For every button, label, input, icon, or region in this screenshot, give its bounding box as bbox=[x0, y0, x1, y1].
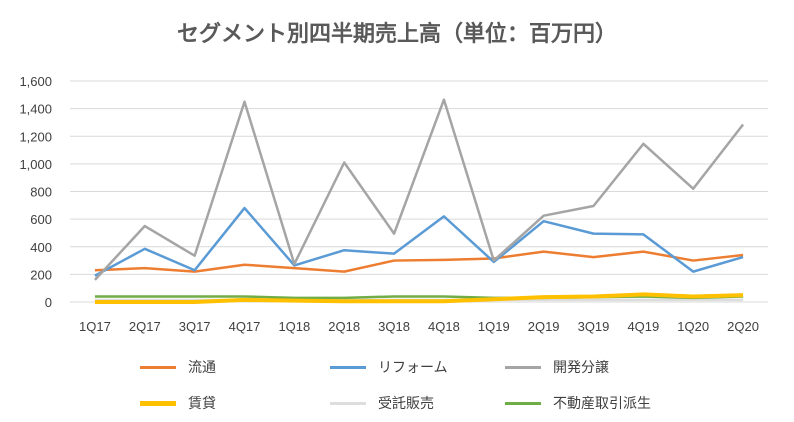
x-tick-label: 4Q18 bbox=[428, 319, 460, 334]
legend-item: 受託販売 bbox=[330, 393, 434, 413]
y-tick-label: 1,200 bbox=[19, 129, 52, 144]
series-line-3 bbox=[94, 292, 744, 304]
legend-label: 不動産取引派生 bbox=[553, 396, 651, 412]
legend-label: 受託販売 bbox=[378, 396, 434, 412]
x-tick-label: 2Q18 bbox=[328, 319, 360, 334]
x-tick-label: 1Q18 bbox=[278, 319, 310, 334]
x-tick-label: 2Q19 bbox=[528, 319, 560, 334]
chart-title: セグメント別四半期売上高（単位：百万円） bbox=[176, 22, 617, 47]
series-line-5 bbox=[94, 295, 744, 300]
y-tick-label: 1,600 bbox=[19, 74, 52, 89]
legend-label: 開発分譲 bbox=[553, 360, 609, 376]
legend-swatch bbox=[140, 400, 176, 406]
x-tick-label: 4Q17 bbox=[229, 319, 261, 334]
legend-label: 流通 bbox=[188, 360, 216, 376]
legend-swatch bbox=[140, 365, 176, 369]
y-tick-label: 200 bbox=[30, 267, 52, 282]
x-tick-label: 2Q20 bbox=[727, 319, 759, 334]
x-tick-label: 3Q18 bbox=[378, 319, 410, 334]
legend-item: 不動産取引派生 bbox=[505, 393, 651, 413]
legend-item: 賃貸 bbox=[140, 393, 216, 413]
y-tick-label: 1,000 bbox=[19, 157, 52, 172]
legend-swatch bbox=[330, 365, 366, 369]
y-tick-label: 1,400 bbox=[19, 102, 52, 117]
legend-swatch bbox=[505, 365, 541, 369]
y-tick-label: 800 bbox=[30, 185, 52, 200]
y-tick-label: 0 bbox=[45, 295, 52, 310]
legend-item: リフォーム bbox=[330, 357, 448, 377]
x-tick-label: 3Q19 bbox=[578, 319, 610, 334]
x-tick-label: 1Q19 bbox=[478, 319, 510, 334]
series-line-0 bbox=[94, 250, 744, 273]
x-tick-label: 2Q17 bbox=[129, 319, 161, 334]
x-tick-label: 3Q17 bbox=[179, 319, 211, 334]
x-tick-label: 1Q20 bbox=[677, 319, 709, 334]
legend-label: 賃貸 bbox=[188, 396, 216, 412]
x-tick-label: 1Q17 bbox=[79, 319, 111, 334]
x-tick-label: 4Q19 bbox=[627, 319, 659, 334]
legend-swatch bbox=[330, 401, 366, 405]
series-line-2 bbox=[94, 98, 745, 281]
y-tick-label: 400 bbox=[30, 240, 52, 255]
legend-swatch bbox=[505, 401, 541, 405]
legend-label: リフォーム bbox=[378, 360, 448, 376]
y-tick-label: 600 bbox=[30, 212, 52, 227]
legend-item: 流通 bbox=[140, 357, 216, 377]
legend-item: 開発分譲 bbox=[505, 357, 609, 377]
series-line-1 bbox=[94, 206, 744, 277]
